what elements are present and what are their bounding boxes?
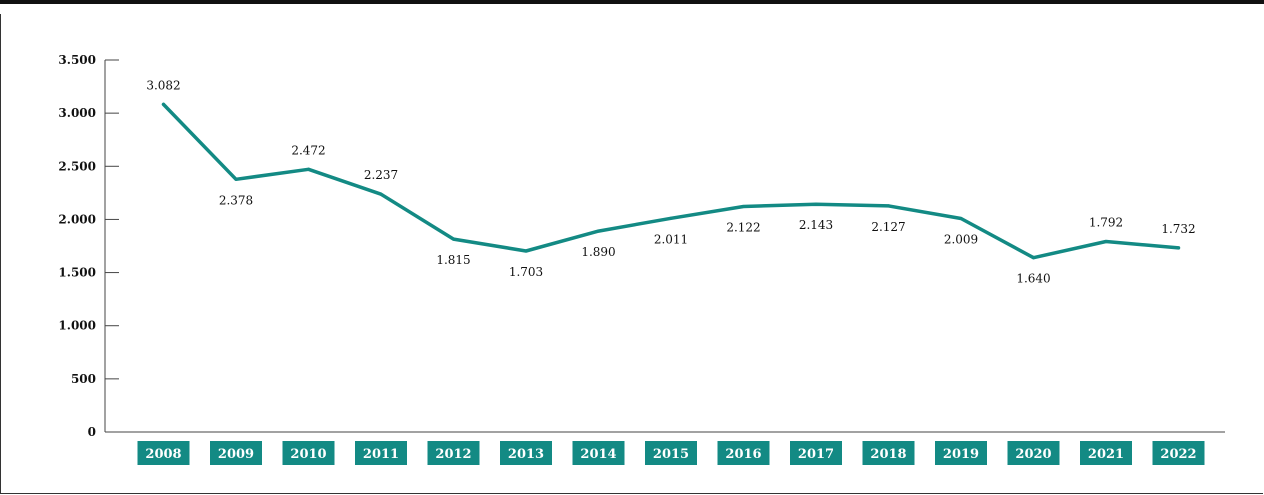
data-labels: 3.082 2.378 2.472 2.237 1.815 1.703 1.890 2.011… xyxy=(146,78,1195,285)
data-label: 2.122 xyxy=(726,220,760,234)
data-point xyxy=(452,237,455,241)
x-tick-label: 2021 xyxy=(1088,447,1124,462)
top-rule xyxy=(0,0,1264,4)
x-categories: 2008 2009 2010 2011 2012 2013 2014 2015 2016 2017… xyxy=(137,441,1205,465)
x-category-box xyxy=(137,441,190,465)
data-point xyxy=(597,229,600,233)
x-category-box xyxy=(1080,441,1132,465)
data-label: 2.237 xyxy=(364,168,398,182)
y-tick-label: 2.000 xyxy=(58,212,96,226)
data-label: 1.703 xyxy=(509,265,543,279)
y-tick-label: 500 xyxy=(71,372,96,386)
data-point xyxy=(814,202,818,206)
x-category-box xyxy=(935,441,987,465)
x-category-box xyxy=(210,441,262,465)
data-label: 2.127 xyxy=(871,220,905,234)
y-tick-label: 3.500 xyxy=(58,53,96,67)
data-point xyxy=(379,192,383,196)
y-tick-label: 3.000 xyxy=(58,106,96,120)
x-tick-label: 2018 xyxy=(870,447,906,462)
data-point xyxy=(307,167,310,171)
data-label: 1.640 xyxy=(1016,272,1050,286)
x-tick-label: 2022 xyxy=(1160,447,1196,462)
y-ticks: 0 500 1.000 1.500 2.000 2.500 3.000 3.500 xyxy=(58,53,119,439)
data-label: 2.378 xyxy=(219,193,253,207)
x-tick-label: 2010 xyxy=(290,447,326,462)
data-point xyxy=(1032,256,1035,260)
data-point xyxy=(1177,246,1180,250)
x-category-box xyxy=(790,441,842,465)
data-label: 3.082 xyxy=(146,78,180,92)
data-points xyxy=(162,102,1180,260)
data-point xyxy=(887,204,890,208)
y-tick-label: 1.000 xyxy=(58,319,96,333)
data-label: 1.792 xyxy=(1089,216,1123,230)
data-point xyxy=(742,204,745,208)
x-category-box xyxy=(717,441,770,465)
data-label: 1.815 xyxy=(436,253,470,267)
x-tick-label: 2015 xyxy=(653,447,689,462)
x-category-box xyxy=(282,441,335,465)
x-tick-label: 2014 xyxy=(580,447,616,462)
data-point xyxy=(234,177,238,181)
y-tick-label: 0 xyxy=(88,425,96,439)
x-category-box xyxy=(862,441,915,465)
y-tick-label: 1.500 xyxy=(58,266,96,280)
x-tick-label: 2011 xyxy=(363,447,399,462)
data-point xyxy=(1104,240,1108,244)
x-category-box xyxy=(1152,441,1205,465)
data-point xyxy=(162,102,165,106)
x-category-box xyxy=(645,441,697,465)
data-point xyxy=(959,216,963,220)
x-category-box xyxy=(572,441,625,465)
y-tick-label: 2.500 xyxy=(58,159,96,173)
x-tick-label: 2012 xyxy=(435,447,471,462)
chart-frame xyxy=(0,14,1263,494)
x-category-box xyxy=(500,441,552,465)
data-point xyxy=(669,216,673,220)
data-point xyxy=(524,249,528,253)
x-tick-label: 2008 xyxy=(145,447,181,462)
x-tick-label: 2017 xyxy=(798,447,834,462)
data-label: 2.472 xyxy=(291,143,325,157)
x-category-box xyxy=(1007,441,1060,465)
data-label: 1.890 xyxy=(581,245,615,259)
x-tick-label: 2020 xyxy=(1015,447,1051,462)
data-label: 1.732 xyxy=(1161,222,1195,236)
data-label: 2.143 xyxy=(799,218,833,232)
x-tick-label: 2019 xyxy=(943,447,979,462)
x-tick-label: 2013 xyxy=(508,447,544,462)
x-category-box xyxy=(427,441,480,465)
x-tick-label: 2016 xyxy=(725,447,761,462)
x-category-box xyxy=(355,441,407,465)
x-tick-label: 2009 xyxy=(218,447,254,462)
data-label: 2.009 xyxy=(944,232,978,246)
data-label: 2.011 xyxy=(654,232,688,246)
